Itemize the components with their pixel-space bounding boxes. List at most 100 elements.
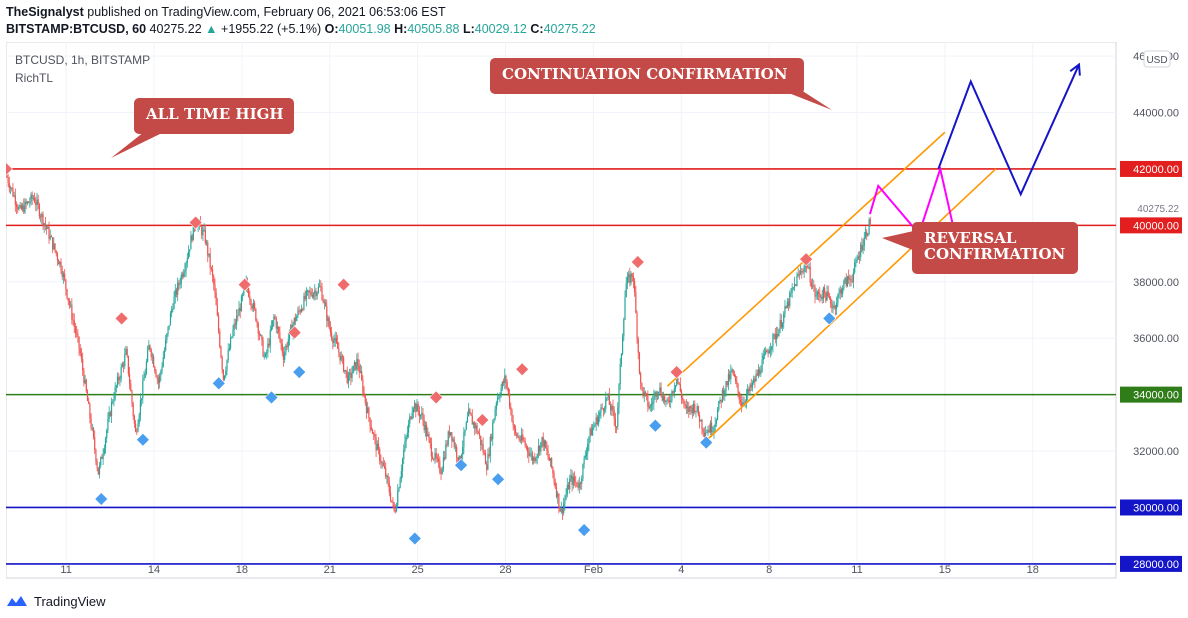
candle-body — [64, 273, 66, 280]
candle-body — [202, 230, 204, 236]
candle-body — [691, 407, 693, 413]
candle-body — [48, 226, 50, 239]
candle-body — [582, 463, 584, 479]
candle-body — [311, 294, 313, 298]
publisher-name[interactable]: TheSignalyst — [6, 5, 84, 19]
candle-body — [358, 365, 360, 373]
candle-body — [652, 402, 654, 405]
candle-body — [812, 285, 814, 287]
candle-body — [810, 282, 812, 287]
candle-body — [852, 272, 855, 282]
candle-body — [826, 291, 828, 301]
candle-body — [100, 457, 102, 466]
high-value: 40505.88 — [407, 22, 460, 36]
candle-body — [839, 289, 841, 293]
candle-body — [470, 412, 472, 416]
currency-badge — [1143, 50, 1171, 68]
candle-body — [406, 432, 408, 437]
candle-body — [35, 202, 37, 205]
price-chart[interactable]: ALL TIME HIGH CONTINUATION CONFIRMATION RE… — [6, 42, 1182, 582]
candle-body — [725, 381, 727, 392]
candle-body — [300, 309, 303, 312]
candle-body — [615, 426, 618, 428]
candle-body — [17, 206, 19, 210]
candle-body — [721, 389, 724, 402]
price-tick-label: 32000.00 — [1133, 446, 1179, 458]
candle-body — [581, 478, 583, 484]
candle-body — [638, 352, 641, 374]
candle-body — [507, 387, 509, 394]
candle-body — [136, 431, 138, 433]
candle-body — [709, 422, 711, 433]
candle-body — [595, 417, 597, 425]
candle-body — [419, 414, 422, 417]
tradingview-footer: TradingView — [6, 590, 106, 612]
candle-body — [59, 261, 61, 265]
candle-body — [403, 449, 405, 459]
candle-body — [438, 458, 440, 462]
candle-body — [397, 491, 399, 506]
time-tick-label: 11 — [851, 564, 862, 576]
candle-body — [216, 305, 218, 316]
candle-body — [635, 291, 637, 313]
price-axis[interactable]: 28000.00 30000.00 32000.00 34000.00 36000.00… — [1120, 50, 1182, 572]
candle-body — [703, 432, 705, 437]
candle-body — [365, 402, 368, 414]
candle-body — [165, 340, 167, 351]
candle-body — [258, 333, 261, 336]
candle-body — [846, 276, 849, 286]
candle-body — [227, 350, 229, 360]
candle-body — [357, 358, 359, 366]
time-axis[interactable]: 11 14 18 21 25 28 Feb 4 8 11 15 18 — [60, 564, 1038, 576]
candle-body — [154, 366, 156, 372]
symbol-ohlc-line: BITSTAMP:BTCUSD, 60 40275.22 ▲ +1955.22 … — [6, 22, 596, 36]
candle-body — [594, 424, 596, 427]
support-marker — [699, 435, 714, 450]
candle-body — [599, 412, 601, 417]
candle-body — [112, 401, 114, 403]
candle-body — [692, 404, 695, 413]
candle-body — [464, 429, 466, 433]
candle-body — [412, 408, 414, 413]
candle-body — [282, 352, 285, 360]
candle-body — [143, 377, 145, 381]
candle-body — [306, 290, 309, 292]
candle-body — [407, 423, 410, 433]
candle-body — [790, 292, 792, 294]
candle-body — [737, 384, 739, 392]
candle-body — [169, 313, 172, 326]
candle-body — [297, 310, 299, 317]
candle-body — [717, 409, 719, 420]
candle-body — [213, 276, 215, 285]
price-tick-label: 42000.00 — [1133, 164, 1179, 176]
candle-body — [290, 325, 292, 330]
candle-body — [808, 266, 810, 269]
candle-body — [320, 286, 322, 288]
candle-body — [427, 434, 429, 437]
resistance-marker — [6, 162, 13, 176]
candle-body — [688, 407, 690, 412]
candle-body — [641, 383, 643, 388]
candle-body — [41, 213, 43, 218]
candle-body — [499, 395, 501, 398]
candle-body — [299, 310, 301, 312]
candle-body — [618, 384, 620, 408]
candle-body — [294, 317, 297, 321]
candle-body — [600, 407, 602, 413]
candle-body — [31, 194, 33, 199]
candle-body — [646, 393, 648, 397]
candle-body — [634, 281, 636, 292]
candle-body — [223, 375, 226, 380]
candle-body — [548, 456, 550, 461]
currency-label: USD — [1146, 55, 1167, 66]
candle-body — [281, 344, 283, 353]
candle-body — [65, 279, 67, 290]
candle-body — [231, 336, 233, 338]
candle-body — [629, 274, 631, 283]
candle-body — [487, 454, 489, 470]
open-label: O: — [324, 22, 339, 36]
candle-body — [392, 501, 394, 503]
candle-body — [228, 348, 230, 351]
candle-body — [609, 404, 612, 411]
candle-body — [130, 383, 132, 392]
